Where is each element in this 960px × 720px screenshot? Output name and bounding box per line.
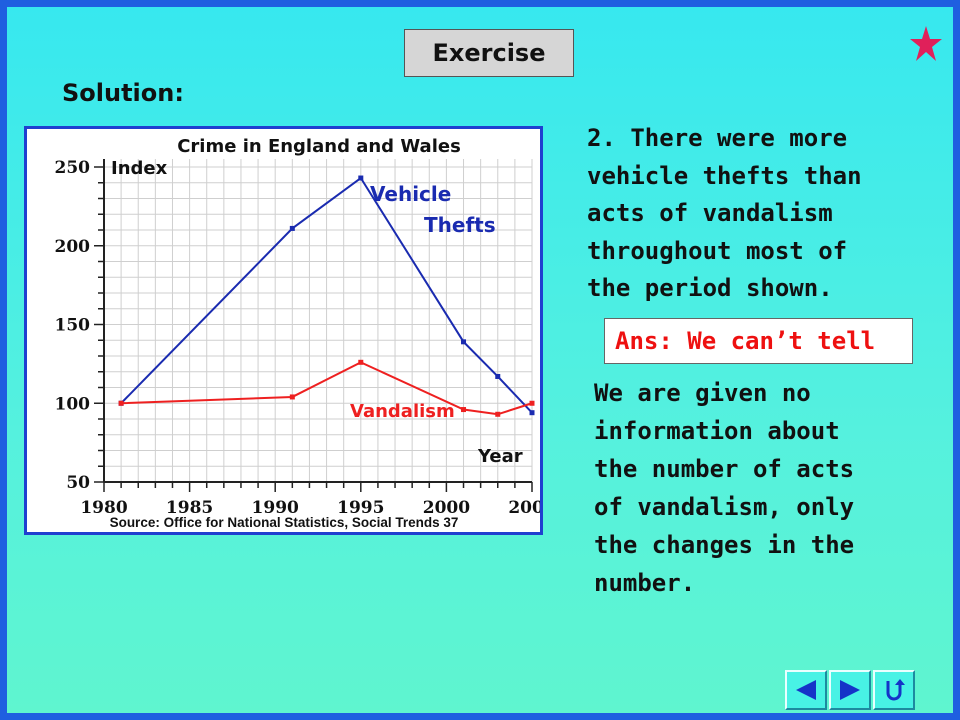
y-tick-label: 150 <box>55 316 91 336</box>
y-tick-label: 200 <box>55 237 91 257</box>
back-icon <box>796 680 816 700</box>
return-button[interactable] <box>873 670 915 710</box>
x-tick-label: 2000 <box>423 498 470 518</box>
data-point <box>495 411 501 417</box>
return-icon <box>886 679 905 701</box>
series-label-thefts: Thefts <box>424 213 496 237</box>
data-point <box>495 373 501 379</box>
series-line-vandalism <box>121 361 533 416</box>
y-tick-label: 250 <box>55 158 91 178</box>
x-tick-label: 1990 <box>252 498 299 518</box>
data-point <box>289 225 295 231</box>
data-point <box>461 407 467 413</box>
star-icon[interactable] <box>909 25 943 63</box>
x-tick-label: 1980 <box>80 498 127 518</box>
x-tick-label: 1985 <box>166 498 213 518</box>
line-chart: 50 100 150 200 250 1980 1985 1990 1995 2000 2005 Cr… <box>55 136 541 530</box>
data-point <box>118 400 124 406</box>
data-point <box>529 410 535 416</box>
series-line-vehicle-thefts <box>120 176 533 414</box>
chart-title: Crime in England and Wales <box>177 136 461 157</box>
y-tick-label: 50 <box>66 473 90 493</box>
chart-panel: 50 100 150 200 250 1980 1985 1990 1995 2000 2005 Cr… <box>24 126 543 535</box>
exercise-title: Exercise <box>404 29 574 77</box>
back-button[interactable] <box>785 670 827 710</box>
explanation-text: We are given no information about the nu… <box>594 379 855 597</box>
data-point <box>358 359 364 365</box>
data-point <box>461 339 467 345</box>
answer-box: Ans: We can’t tell <box>604 318 913 364</box>
x-tick-label: 2005 <box>508 498 540 518</box>
data-point <box>289 394 295 400</box>
forward-icon <box>840 680 860 700</box>
solution-heading: Solution: <box>62 79 184 107</box>
forward-button[interactable] <box>829 670 871 710</box>
y-tick-label: 100 <box>55 394 91 414</box>
x-tick-label: 1995 <box>337 498 384 518</box>
chart-source: Source: Office for National Statistics, … <box>110 515 459 530</box>
data-point <box>358 175 364 181</box>
series-label-vandalism: Vandalism <box>350 401 455 422</box>
y-axis-label: Index <box>111 158 168 179</box>
series-label-vehicle: Vehicle <box>370 182 451 206</box>
x-axis-label: Year <box>477 446 523 467</box>
data-point <box>529 400 535 406</box>
statement-text: 2. There were more vehicle thefts than a… <box>587 124 862 302</box>
navigation-bar <box>785 670 917 710</box>
